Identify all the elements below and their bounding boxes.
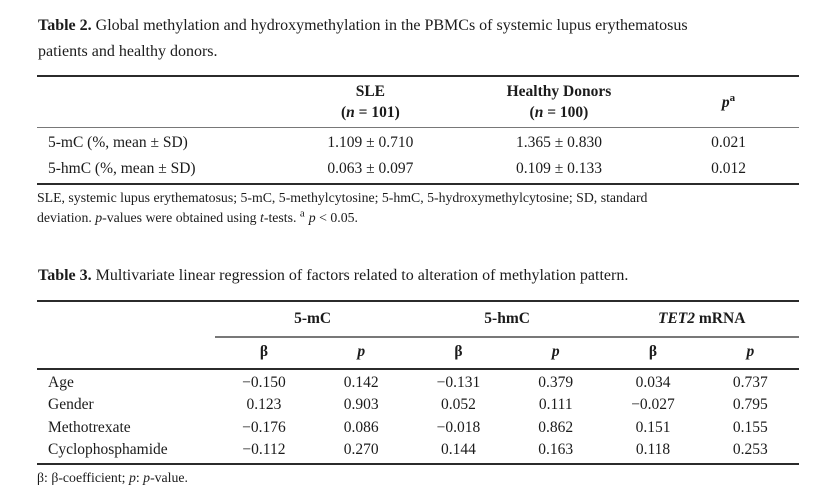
table2-caption-line1: Table 2. Global methylation and hydroxym… (38, 13, 799, 39)
cell-value: 0.253 (732, 441, 768, 458)
table3-group-tet2: TET2 mRNA (604, 300, 799, 338)
cell-value: −0.018 (436, 418, 481, 436)
cell-value: 0.034 (635, 373, 671, 391)
cell-value: −0.131 (436, 373, 481, 391)
table3-caption: Table 3. Multivariate linear regression … (38, 263, 799, 289)
table-row: Cyclophosphamide −0.112 0.270 0.144 0.16… (37, 439, 799, 464)
cell-value: 0.086 (343, 418, 379, 436)
table3-subheader-row: β p β p β p (37, 337, 799, 369)
table2-row1-p: 0.021 (711, 134, 746, 151)
page-content: Table 2. Global methylation and hydroxym… (37, 0, 799, 487)
table2-row1-hd: 1.365 ± 0.830 (515, 134, 602, 151)
table2-caption-label: Table 2. (38, 17, 92, 34)
table3-row-gender-label: Gender (48, 396, 94, 413)
table3-subheader-p-1: p (357, 342, 366, 360)
table3-subheader-empty (37, 337, 215, 369)
cell-value: 0.155 (732, 418, 768, 436)
table2-header-p: pa (721, 91, 736, 111)
cell-value: 0.862 (538, 418, 574, 436)
table2-row2-sle: 0.063 ± 0.097 (327, 160, 414, 177)
cell-value: −0.112 (242, 441, 286, 458)
table3-group-5mc: 5-mC (215, 300, 410, 338)
table2: SLE (n = 101) Healthy Donors (n = 100) pa … (37, 75, 799, 185)
table3-subheader-beta-1: β (259, 342, 269, 360)
table3-row-methotrexate-label: Methotrexate (48, 418, 131, 436)
table2-footnote-line2: deviation. p-values were obtained using … (37, 206, 358, 225)
table2-footnote-line1: SLE, systemic lupus erythematosus; 5-mC,… (37, 190, 648, 205)
table3-row-age-label: Age (48, 373, 74, 391)
table3-group-empty (37, 301, 215, 337)
cell-value: 0.795 (732, 396, 768, 413)
cell-value: 0.270 (343, 441, 379, 458)
table3-subheader-beta-2: β (454, 342, 463, 360)
table3-group-5hmc: 5-hmC (409, 300, 605, 338)
table-row: 5-hmC (%, mean ± SD) 0.063 ± 0.097 0.109… (37, 156, 799, 184)
cell-value: 0.144 (441, 441, 476, 458)
table-row: 5-mC (%, mean ± SD) 1.109 ± 0.710 1.365 … (37, 128, 799, 157)
cell-value: 0.111 (538, 396, 573, 413)
table3: 5-mC 5-hmC TET2 mRNA β p β p β p Age −0.… (37, 299, 799, 465)
table3-subheader-p-3: p (746, 342, 755, 360)
table3-caption-label: Table 3. (38, 267, 92, 284)
table3-caption-text: Multivariate linear regression of factor… (95, 267, 629, 284)
table3-caption-line1: Table 3. Multivariate linear regression … (38, 263, 799, 289)
table2-row2-p: 0.012 (711, 160, 746, 177)
cell-value: 0.123 (246, 396, 282, 413)
cell-value: 0.052 (441, 396, 476, 413)
cell-value: −0.176 (242, 418, 286, 436)
table2-header-p-superscript: a (729, 91, 736, 104)
footnote-superscript-a: a (299, 206, 305, 219)
table2-header-healthy-donors: Healthy Donors (n = 100) (460, 76, 658, 128)
cell-value: 0.142 (343, 373, 379, 391)
cell-value: 0.379 (538, 373, 574, 391)
table-row: Age −0.150 0.142 −0.131 0.379 0.034 0.73… (37, 369, 799, 395)
cell-value: 0.903 (343, 396, 379, 413)
cell-value: 0.151 (635, 418, 671, 436)
table-row: Gender 0.123 0.903 0.052 0.111 −0.027 0.… (37, 394, 799, 417)
table2-row1-sle: 1.109 ± 0.710 (327, 134, 414, 151)
table3-footnote: β: β-coefficient; p: p-value. (37, 468, 799, 488)
table3-subheader-beta-3: β (648, 342, 658, 360)
table3-row-cyclophosphamide-label: Cyclophosphamide (48, 441, 168, 458)
table2-header-hd-n: (n = 100) (529, 104, 589, 121)
table2-header-hd-title: Healthy Donors (506, 83, 612, 100)
table2-footnote: SLE, systemic lupus erythematosus; 5-mC,… (37, 188, 799, 227)
cell-value: 0.163 (538, 441, 574, 458)
table3-subheader-p-2: p (551, 342, 560, 360)
cell-value: 0.118 (635, 441, 671, 458)
cell-value: −0.150 (242, 373, 286, 391)
table2-caption-text: Global methylation and hydroxymethylatio… (95, 17, 688, 34)
table2-header-sle: SLE (n = 101) (281, 76, 460, 128)
table3-footnote-line1: β: β-coefficient; p: p-value. (37, 469, 188, 485)
table2-caption-line2: patients and healthy donors. (38, 42, 218, 60)
table2-header-sle-n: (n = 101) (340, 104, 400, 121)
table2-row1-label: 5-mC (%, mean ± SD) (48, 134, 188, 151)
table2-header-row: SLE (n = 101) Healthy Donors (n = 100) pa (37, 76, 799, 128)
table2-header-sle-title: SLE (355, 83, 386, 100)
table2-row2-hd: 0.109 ± 0.133 (515, 160, 602, 177)
cell-value: −0.027 (631, 396, 675, 413)
table2-caption: Table 2. Global methylation and hydroxym… (38, 13, 799, 64)
table2-header-empty (37, 76, 281, 128)
cell-value: 0.737 (732, 373, 768, 391)
table2-row2-label: 5-hmC (%, mean ± SD) (48, 160, 196, 177)
table3-group-header-row: 5-mC 5-hmC TET2 mRNA (37, 300, 799, 338)
table-row: Methotrexate −0.176 0.086 −0.018 0.862 0… (37, 417, 799, 440)
